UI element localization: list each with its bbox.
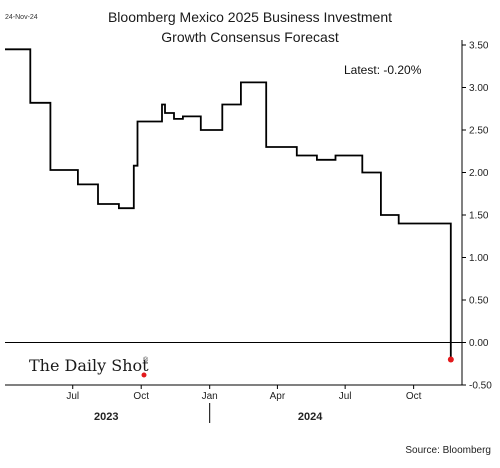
x-tick-label: Jul	[339, 391, 352, 402]
series-line	[5, 48, 452, 360]
x-axis-ticks: Jul Oct Jan Apr Jul Oct	[66, 385, 422, 402]
x-tick-label: Oct	[133, 391, 149, 402]
date-stamp: 24-Nov-24	[5, 14, 38, 21]
latest-point-marker	[447, 356, 454, 363]
source-note: Source: Bloomberg	[405, 445, 491, 456]
brand-logo-mark: ®	[143, 356, 149, 364]
chart-title-line1: Bloomberg Mexico 2025 Business Investmen…	[108, 9, 392, 25]
x-tick-label: Oct	[406, 391, 422, 402]
year-labels: 2023 2024	[94, 403, 323, 423]
y-tick-label: 0.50	[469, 296, 489, 307]
x-tick-label: Jul	[66, 391, 79, 402]
series-group	[5, 48, 454, 363]
y-axis-ticks: 3.50 3.00 2.50 2.00 1.50 1.00 0.50 0.00 -0.50	[462, 41, 492, 392]
brand-logo-dot	[141, 372, 147, 378]
year-label: 2024	[298, 411, 323, 423]
y-tick-label: 3.50	[469, 41, 489, 52]
y-tick-label: 1.50	[469, 211, 489, 222]
x-tick-label: Jan	[202, 391, 218, 402]
brand-logo-text: The Daily Shot	[29, 356, 149, 375]
y-tick-label: 0.00	[469, 338, 489, 349]
chart-title-line2: Growth Consensus Forecast	[161, 29, 339, 45]
y-tick-label: 3.00	[469, 83, 489, 94]
x-tick-label: Apr	[270, 391, 286, 402]
y-tick-label: 2.00	[469, 168, 489, 179]
y-tick-label: 2.50	[469, 126, 489, 137]
year-label: 2023	[94, 411, 118, 423]
y-tick-label: -0.50	[469, 381, 492, 392]
latest-annotation: Latest: -0.20%	[344, 63, 422, 77]
y-tick-label: 1.00	[469, 253, 489, 264]
